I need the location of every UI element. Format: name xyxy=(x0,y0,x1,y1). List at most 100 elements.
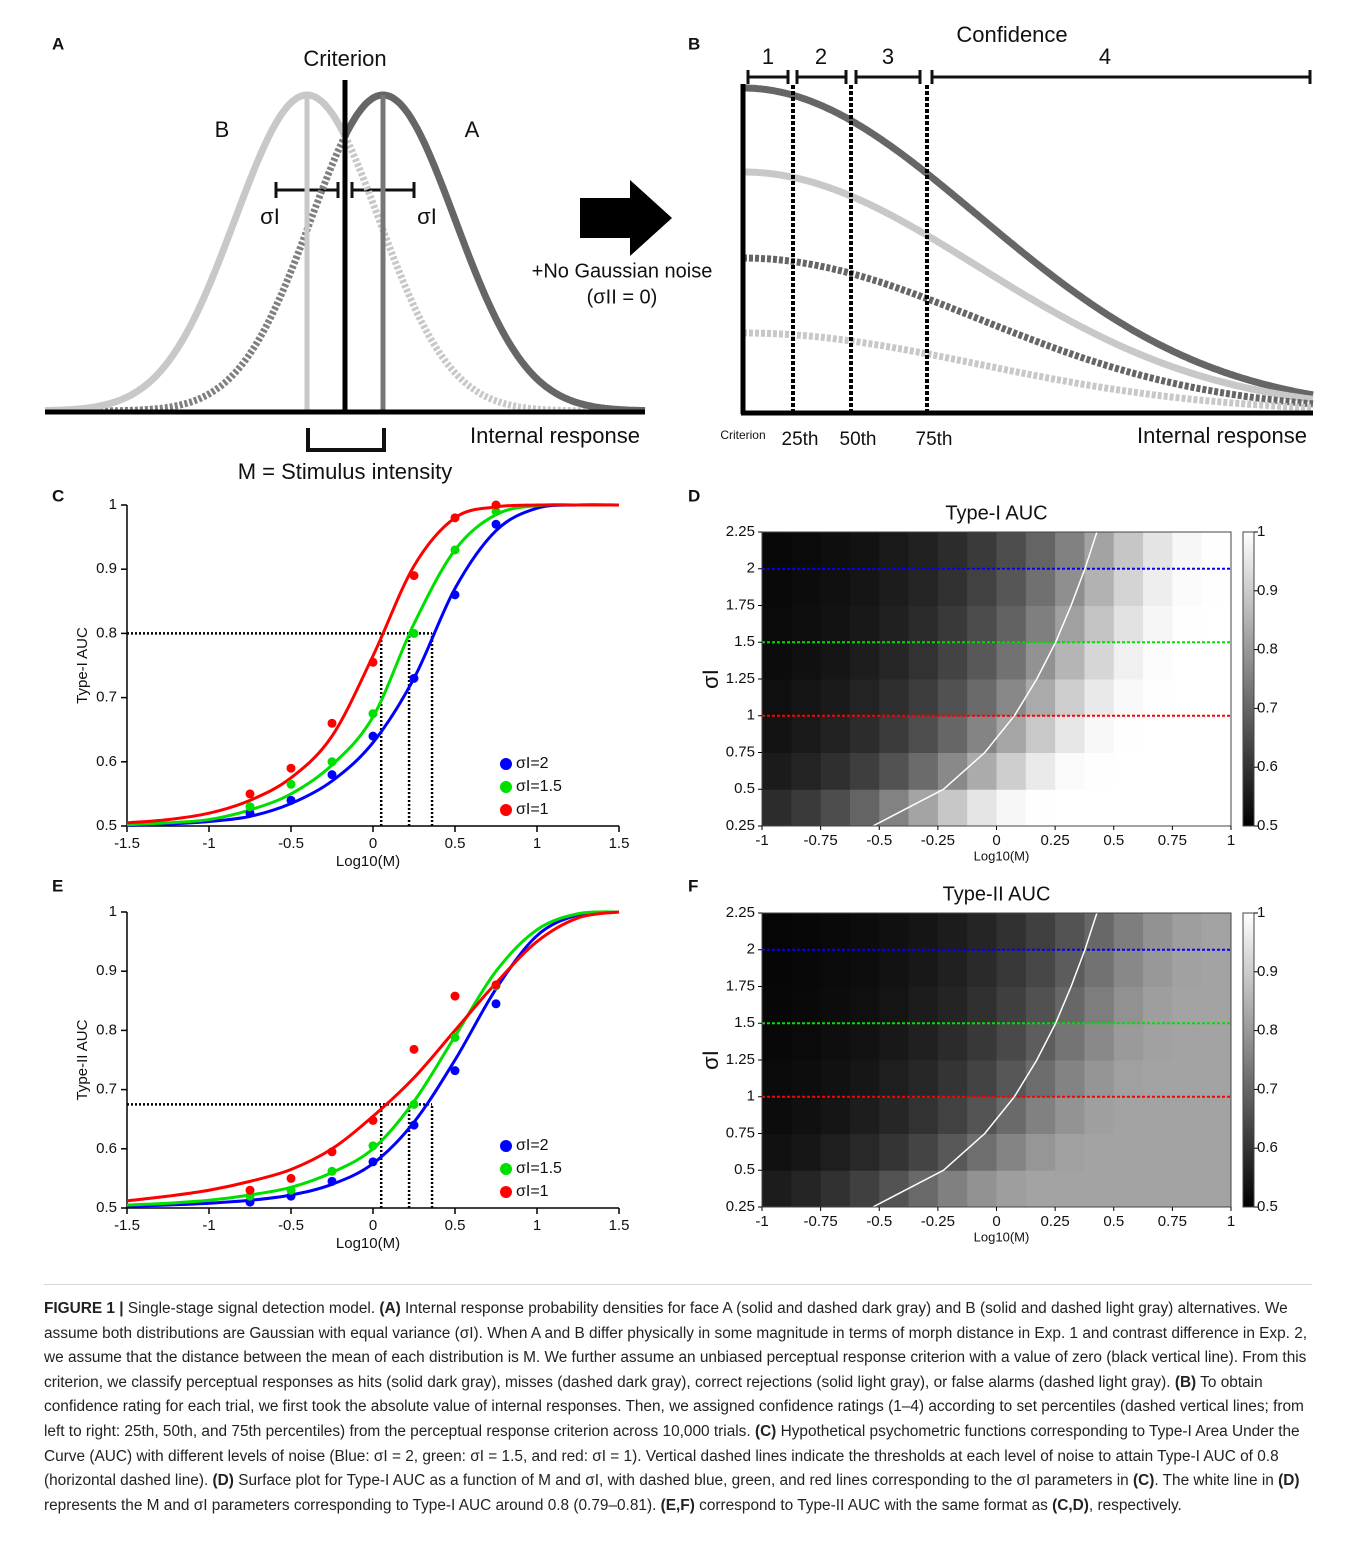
caption-bold: (D) xyxy=(1278,1472,1300,1490)
heat-cell xyxy=(1084,949,1115,987)
heat-cell xyxy=(1055,1060,1085,1098)
heat-cell xyxy=(820,1096,851,1134)
confidence-brackets xyxy=(746,70,1312,84)
heat-cell xyxy=(820,715,851,753)
criterion-label: Criterion xyxy=(720,428,765,442)
heat-cell xyxy=(937,913,968,951)
heat-cell xyxy=(1084,715,1115,753)
heat-cell xyxy=(937,642,968,680)
data-point xyxy=(245,789,255,799)
data-point xyxy=(368,709,378,719)
heat-cell xyxy=(937,1060,968,1098)
heat-cell xyxy=(1113,642,1144,680)
heat-cell xyxy=(791,605,822,643)
x-tick-label: -1 xyxy=(202,835,215,852)
heat-cell xyxy=(908,913,939,951)
chart-title: Type-II AUC xyxy=(943,883,1051,905)
heat-cell xyxy=(849,1060,880,1098)
heat-cell xyxy=(849,679,880,717)
heat-cell xyxy=(820,789,851,827)
heat-cell xyxy=(937,532,968,570)
y-tick-label: 0.8 xyxy=(96,624,117,641)
colorbar xyxy=(1242,912,1255,1208)
heat-cell xyxy=(1201,913,1232,951)
heat-cell xyxy=(1201,1170,1232,1208)
x-tick-label: -0.5 xyxy=(866,1213,892,1230)
heat-cell xyxy=(762,789,792,827)
heat-cell xyxy=(762,752,792,790)
data-point xyxy=(450,590,460,600)
caption-bold: (A) xyxy=(379,1300,401,1317)
line-chart: E 0.5 0.6 0.7 0.8 0.9 1 -1.5 -1 -0.5 0 0.5 1 1.5 Log10… xyxy=(52,876,629,1251)
data-point xyxy=(409,628,419,638)
heat-cell xyxy=(791,1060,822,1098)
heat-cell xyxy=(762,715,792,753)
heat-cell xyxy=(1143,913,1173,951)
colorbar-tick-label: 0.5 xyxy=(1257,817,1278,834)
distribution-label: A xyxy=(465,117,480,142)
y-tick-label: 0.75 xyxy=(726,1124,755,1141)
heat-cell xyxy=(1113,1060,1144,1098)
heat-cell xyxy=(1084,1023,1115,1061)
x-tick-label: -0.25 xyxy=(921,1213,955,1230)
x-tick-label: 0.25 xyxy=(1041,1213,1070,1230)
heat-cell xyxy=(908,642,939,680)
heat-cell xyxy=(1172,986,1203,1024)
heat-cell xyxy=(937,1133,968,1171)
heat-cell xyxy=(996,1096,1027,1134)
heat-cell xyxy=(1172,752,1203,790)
data-point xyxy=(245,802,255,812)
y-tick-label: 0.7 xyxy=(96,689,117,706)
heat-cell xyxy=(937,789,968,827)
panel-label: D xyxy=(688,486,700,505)
heat-cell xyxy=(1084,1133,1115,1171)
data-point xyxy=(491,980,501,990)
data-point xyxy=(327,1147,337,1157)
x-tick-label: 0.5 xyxy=(445,1217,466,1234)
colorbar-tick-label: 0.8 xyxy=(1257,641,1278,658)
x-tick-label: -1 xyxy=(755,832,768,849)
heat-cell xyxy=(1201,1133,1232,1171)
heat-cell xyxy=(1113,605,1144,643)
heat-cell xyxy=(1172,913,1203,951)
x-tick-label: -1.5 xyxy=(114,835,140,852)
heat-cell xyxy=(849,642,880,680)
heat-cell xyxy=(849,949,880,987)
x-tick-label: -1 xyxy=(755,1213,768,1230)
heat-cell xyxy=(791,986,822,1024)
heat-cell xyxy=(967,1060,997,1098)
panel-label: A xyxy=(52,34,64,53)
heat-cell xyxy=(1201,642,1232,680)
percentile-label: 25th xyxy=(782,429,819,450)
x-axis-label: Log10(M) xyxy=(974,1229,1030,1244)
heat-cell xyxy=(879,715,910,753)
data-point xyxy=(491,519,501,529)
y-tick-label: 0.5 xyxy=(734,780,755,797)
density-curve xyxy=(743,329,1314,412)
y-axis-label: σI xyxy=(698,669,723,689)
y-tick-label: 1.75 xyxy=(726,977,755,994)
y-tick-label: 0.6 xyxy=(96,1140,117,1157)
panel-label: E xyxy=(52,876,63,895)
heat-cell xyxy=(1084,532,1115,570)
arrow: +No Gaussian noise (σII = 0) xyxy=(532,180,712,308)
heat-cell xyxy=(1084,986,1115,1024)
legend-marker xyxy=(500,1140,512,1152)
heat-cell xyxy=(762,1060,792,1098)
legend-label: σI=1 xyxy=(516,1183,549,1200)
heat-cell xyxy=(967,913,997,951)
data-point xyxy=(491,999,501,1009)
y-axis-label: σI xyxy=(698,1050,723,1070)
heat-cell xyxy=(908,1023,939,1061)
heat-cell xyxy=(879,605,910,643)
heat-cell xyxy=(937,605,968,643)
arrow-shape xyxy=(580,180,672,256)
colorbar-tick-label: 0.6 xyxy=(1257,758,1278,775)
heat-cell xyxy=(1143,949,1173,987)
line-chart: C 0.5 0.6 0.7 0.8 0.9 1 -1.5 -1 -0.5 0 0.5 1 1.5 Log10… xyxy=(52,486,629,869)
heat-cell xyxy=(996,789,1027,827)
heat-cell xyxy=(1201,789,1232,827)
heat-cell xyxy=(1143,1060,1173,1098)
legend-label: σI=1.5 xyxy=(516,1160,562,1177)
heat-cell xyxy=(1055,679,1085,717)
